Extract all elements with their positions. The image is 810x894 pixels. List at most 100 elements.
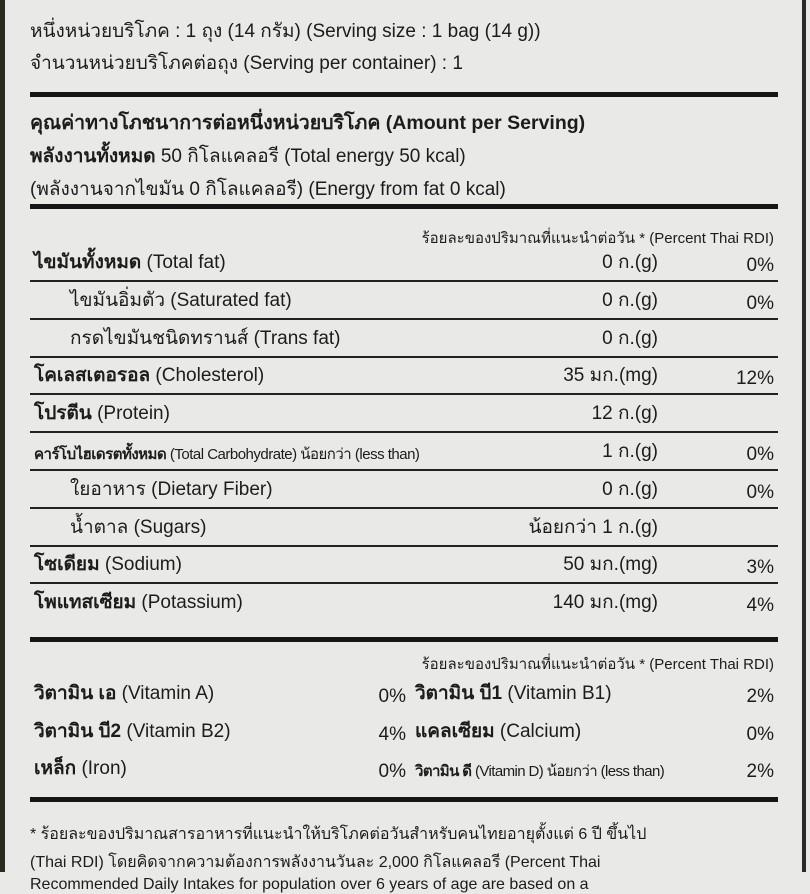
nutrient-name-th: ใยอาหาร [70,478,146,500]
servings-per-container: จำนวนหน่วยบริโภคต่อถุง (Serving per cont… [30,53,463,74]
vitamin-name-th: วิตามิน ดี [415,763,472,780]
vitamin-name: เหล็ก (Iron) [34,753,127,783]
vitamin-percent: 4% [378,723,406,745]
nutrient-row: โปรตีน (Protein) 12 ก.(g) [30,395,778,434]
rdi-header-vitamins: ร้อยละของปริมาณที่แนะนำต่อวัน * (Percent… [421,656,774,673]
divider [30,637,778,642]
nutrient-amount: 12 ก.(g) [591,403,658,425]
energy-value: 50 กิโลแคลอรี (Total energy 50 kcal) [155,146,466,167]
nutrient-name-th: น้ำตาล [70,516,129,538]
footnote-line: * ร้อยละของปริมาณสารอาหารที่แนะนำให้บริโ… [30,826,647,843]
nutrient-row: ใยอาหาร (Dietary Fiber) 0 ก.(g) 0% [30,471,778,509]
vitamin-name: วิตามิน บี1 (Vitamin B1) [415,678,612,708]
nutrient-name-th: ไขมันทั้งหมด [34,252,142,273]
nutrient-name-th: ไขมันอิ่มตัว [70,289,165,311]
nutrient-amount: 50 มก.(mg) [563,554,658,576]
nutrient-name-en: (Trans fat) [248,327,341,349]
vitamin-name-th: วิตามิน บี1 [415,683,503,704]
vitamin-name: วิตามิน เอ (Vitamin A) [34,678,214,708]
nutrient-row: โคเลสเตอรอล (Cholesterol) 35 มก.(mg) 12% [30,357,778,396]
nutrient-name: โพแทสเซียม (Potassium) [34,587,243,617]
nutrient-name-th: โพแทสเซียม [34,592,137,614]
divider [30,92,778,97]
nutrient-name: กรดไขมันชนิดทรานส์ (Trans fat) [70,323,341,353]
vitamin-name-en: (Vitamin D) น้อยกว่า (less than) [471,763,665,780]
vitamin-name: แคลเซียม (Calcium) [415,716,581,746]
nutrient-name-en: (Potassium) [136,592,243,614]
nutrient-name-th: โคเลสเตอรอล [34,365,151,387]
nutrient-percent: 0% [746,292,774,314]
vitamin-name: วิตามิน ดี (Vitamin D) น้อยกว่า (less th… [415,759,665,783]
nutrient-amount: น้อยกว่า 1 ก.(g) [528,516,658,538]
vitamin-name: วิตามิน บี2 (Vitamin B2) [34,716,231,746]
nutrient-name-th: โซเดียม [34,554,100,576]
vitamin-row: วิตามิน เอ (Vitamin A) 0% วิตามิน บี1 (Vit… [30,676,778,712]
nutrient-percent: 4% [746,595,774,617]
nutrient-name-en: (Sugars) [128,516,207,538]
nutrient-name-en: (Cholesterol) [150,365,265,387]
nutrient-percent: 12% [735,368,774,390]
nutrient-name: ไขมันทั้งหมด (Total fat) [34,247,226,277]
vitamin-name-th: วิตามิน เอ [34,683,117,704]
vitamin-name-en: (Vitamin B2) [121,720,231,742]
vitamin-name-th: แคลเซียม [415,720,495,742]
nutrient-name-en: (Protein) [91,403,170,425]
nutrient-name-en: (Sodium) [99,554,182,576]
vitamin-percent: 0% [378,686,406,707]
nutrient-name-en: (Dietary Fiber) [145,478,273,500]
nutrient-amount: 1 ก.(g) [602,441,658,462]
nutrient-percent: 0% [746,444,774,465]
package-edge-left [0,0,5,872]
vitamin-name-th: เหล็ก [34,758,77,779]
nutrient-name-en: (Total Carbohydrate) น้อยกว่า (less than… [166,446,420,463]
vitamin-name-en: (Vitamin B1) [502,683,612,704]
vitamin-name-en: (Calcium) [494,720,582,742]
vitamin-name-en: (Iron) [76,758,127,779]
vitamin-percent: 2% [746,761,774,782]
nutrient-amount: 35 มก.(mg) [563,365,658,387]
nutrient-name: ไขมันอิ่มตัว (Saturated fat) [70,285,292,315]
nutrient-name-en: (Total fat) [141,252,226,273]
nutrient-name-th: โปรตีน [34,403,92,425]
package-edge-right [802,0,806,872]
nutrient-row: ไขมันทั้งหมด (Total fat) 0 ก.(g) 0% [30,244,778,282]
nutrient-row: โซเดียม (Sodium) 50 มก.(mg) 3% [30,546,778,585]
vitamin-row: วิตามิน บี2 (Vitamin B2) 4% แคลเซียม (Calc… [30,714,778,750]
nutrient-name-th: คาร์โบไฮเดรตทั้งหมด [34,446,167,463]
footnote-line: (Thai RDI) โดยคิดจากความต้องการพลังงานวั… [30,854,601,871]
nutrient-name: คาร์โบไฮเดรตทั้งหมด (Total Carbohydrate)… [34,442,420,466]
energy-label: พลังงานทั้งหมด [30,146,156,167]
vitamin-name-th: วิตามิน บี2 [34,720,122,742]
nutrient-name: โซเดียม (Sodium) [34,549,182,579]
amount-heading: คุณค่าทางโภชนาการต่อหนึ่งหน่วยบริโภค (Am… [30,112,586,134]
rdi-header: ร้อยละของปริมาณที่แนะนำต่อวัน * (Percent… [421,230,774,247]
nutrient-name-en: (Saturated fat) [165,289,292,311]
nutrient-name: ใยอาหาร (Dietary Fiber) [70,474,273,504]
energy-from-fat: (พลังงานจากไขมัน 0 กิโลแคลอรี) (Energy f… [30,179,506,200]
nutrient-row: โพแทสเซียม (Potassium) 140 มก.(mg) 4% [30,584,778,620]
nutrient-amount: 0 ก.(g) [602,289,658,311]
vitamin-percent: 2% [746,686,774,707]
nutrient-row: กรดไขมันชนิดทรานส์ (Trans fat) 0 ก.(g) [30,320,778,358]
nutrient-row: น้ำตาล (Sugars) น้อยกว่า 1 ก.(g) [30,509,778,547]
total-energy: พลังงานทั้งหมด 50 กิโลแคลอรี (Total ener… [30,141,466,171]
nutrient-row: ไขมันอิ่มตัว (Saturated fat) 0 ก.(g) 0% [30,282,778,320]
nutrient-amount: 0 ก.(g) [602,478,658,500]
vitamin-percent: 0% [746,723,774,745]
vitamin-row: เหล็ก (Iron) 0% วิตามิน ดี (Vitamin D) น้อ… [30,751,778,787]
nutrient-name-th: กรดไขมันชนิดทรานส์ [70,327,249,349]
vitamin-percent: 0% [378,761,406,782]
nutrient-percent: 3% [746,557,774,579]
nutrient-name: น้ำตาล (Sugars) [70,512,206,542]
footnote-line: Recommended Daily Intakes for population… [30,876,589,893]
divider [30,204,778,209]
vitamin-name-en: (Vitamin A) [116,683,215,704]
nutrient-amount: 0 ก.(g) [602,327,658,349]
nutrient-amount: 140 มก.(mg) [552,592,658,614]
nutrient-name: โคเลสเตอรอล (Cholesterol) [34,360,264,390]
nutrient-name: โปรตีน (Protein) [34,398,170,428]
serving-size: หนึ่งหน่วยบริโภค : 1 ถุง (14 กรัม) (Serv… [30,21,541,42]
nutrient-amount: 0 ก.(g) [602,252,658,273]
nutrient-percent: 0% [746,255,774,276]
nutrient-row: คาร์โบไฮเดรตทั้งหมด (Total Carbohydrate)… [30,433,778,471]
